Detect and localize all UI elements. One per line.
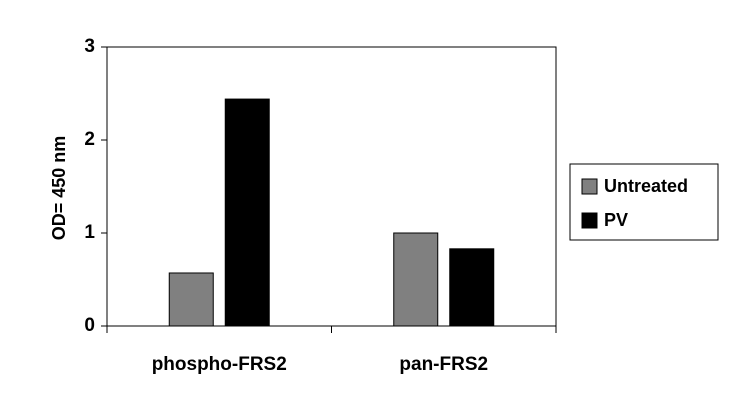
bar-pv-phospho-frs2 xyxy=(224,98,270,327)
y-tick-label: 2 xyxy=(84,129,95,150)
legend-label-pv: PV xyxy=(604,210,628,230)
legend: Untreated PV xyxy=(569,163,719,241)
y-axis-title: OD= 450 nm xyxy=(49,136,69,241)
axes: 0 1 2 3 phospho-FRS2 pan-FRS2 xyxy=(84,36,557,375)
bar-untreated-pan-frs2 xyxy=(393,232,439,327)
y-tick-label: 3 xyxy=(84,36,95,57)
legend-label-untreated: Untreated xyxy=(604,176,688,196)
legend-swatch-untreated xyxy=(581,178,598,195)
y-tick-label: 1 xyxy=(84,222,95,243)
legend-swatch-pv xyxy=(581,212,598,229)
plot-area xyxy=(168,98,495,327)
bar-untreated-phospho-frs2 xyxy=(168,272,214,327)
x-category-label: phospho-FRS2 xyxy=(152,354,287,375)
x-category-label: pan-FRS2 xyxy=(399,354,488,375)
y-tick-label: 0 xyxy=(84,315,95,336)
bar-pv-pan-frs2 xyxy=(449,248,495,327)
